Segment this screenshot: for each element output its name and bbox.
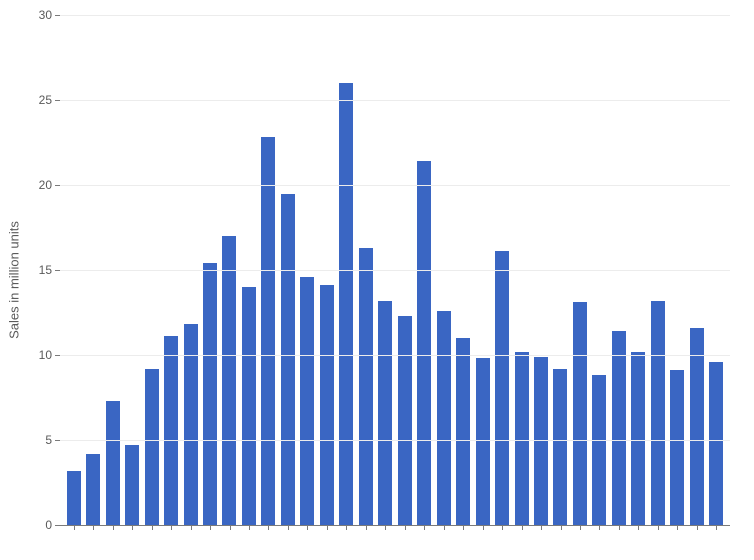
- x-tick-mark: [346, 525, 347, 530]
- y-tick-label: 30: [39, 8, 52, 22]
- x-tick-mark: [677, 525, 678, 530]
- x-tick-mark: [74, 525, 75, 530]
- y-tick-label: 20: [39, 178, 52, 192]
- y-tick-mark: [55, 15, 60, 16]
- bar: [125, 445, 139, 525]
- bar: [553, 369, 567, 525]
- x-tick-mark: [619, 525, 620, 530]
- y-tick-label: 25: [39, 93, 52, 107]
- bar: [456, 338, 470, 525]
- x-tick-mark: [191, 525, 192, 530]
- bar: [261, 137, 275, 525]
- grid-line: [60, 355, 730, 356]
- y-axis-label: Sales in million units: [7, 221, 22, 339]
- x-tick-mark: [132, 525, 133, 530]
- y-tick-mark: [55, 185, 60, 186]
- x-tick-mark: [327, 525, 328, 530]
- x-tick-mark: [424, 525, 425, 530]
- x-tick-mark: [93, 525, 94, 530]
- bar: [592, 375, 606, 525]
- bar: [398, 316, 412, 525]
- x-tick-mark: [716, 525, 717, 530]
- x-tick-mark: [366, 525, 367, 530]
- grid-line: [60, 185, 730, 186]
- x-tick-mark: [249, 525, 250, 530]
- y-tick-label: 15: [39, 263, 52, 277]
- bar: [222, 236, 236, 525]
- x-tick-mark: [171, 525, 172, 530]
- y-tick-mark: [55, 100, 60, 101]
- bar: [106, 401, 120, 525]
- y-tick-mark: [55, 270, 60, 271]
- x-tick-mark: [561, 525, 562, 530]
- bar: [281, 194, 295, 526]
- grid-line: [60, 270, 730, 271]
- bar: [86, 454, 100, 525]
- bar: [476, 358, 490, 525]
- bar: [378, 301, 392, 525]
- bar: [612, 331, 626, 525]
- plot-area: 051015202530: [60, 15, 730, 526]
- bar: [631, 352, 645, 525]
- x-tick-mark: [580, 525, 581, 530]
- grid-line: [60, 15, 730, 16]
- x-tick-mark: [268, 525, 269, 530]
- x-tick-mark: [385, 525, 386, 530]
- x-tick-mark: [483, 525, 484, 530]
- bar: [573, 302, 587, 525]
- x-tick-mark: [658, 525, 659, 530]
- y-tick-label: 0: [45, 518, 52, 532]
- y-tick-mark: [55, 440, 60, 441]
- sales-bar-chart: Sales in million units 051015202530: [0, 0, 754, 560]
- bar: [67, 471, 81, 525]
- x-tick-mark: [152, 525, 153, 530]
- x-tick-mark: [230, 525, 231, 530]
- bar: [417, 161, 431, 525]
- x-tick-mark: [541, 525, 542, 530]
- bar: [320, 285, 334, 525]
- y-tick-mark: [55, 355, 60, 356]
- bar: [651, 301, 665, 525]
- y-tick-label: 10: [39, 348, 52, 362]
- bar: [300, 277, 314, 525]
- x-tick-mark: [502, 525, 503, 530]
- bar: [359, 248, 373, 525]
- x-tick-mark: [697, 525, 698, 530]
- bar: [515, 352, 529, 525]
- bar: [690, 328, 704, 525]
- bar: [339, 83, 353, 525]
- bar: [670, 370, 684, 525]
- grid-line: [60, 100, 730, 101]
- x-tick-mark: [638, 525, 639, 530]
- grid-line: [60, 440, 730, 441]
- x-tick-mark: [307, 525, 308, 530]
- x-tick-mark: [113, 525, 114, 530]
- y-tick-label: 5: [45, 433, 52, 447]
- x-tick-mark: [288, 525, 289, 530]
- bar: [437, 311, 451, 525]
- bar: [242, 287, 256, 525]
- bar: [145, 369, 159, 525]
- bar: [164, 336, 178, 525]
- x-tick-mark: [599, 525, 600, 530]
- x-tick-mark: [444, 525, 445, 530]
- bar: [203, 263, 217, 525]
- x-tick-mark: [210, 525, 211, 530]
- x-tick-mark: [522, 525, 523, 530]
- bar: [495, 251, 509, 525]
- bar: [709, 362, 723, 525]
- y-tick-mark: [55, 525, 60, 526]
- x-tick-mark: [405, 525, 406, 530]
- x-tick-mark: [463, 525, 464, 530]
